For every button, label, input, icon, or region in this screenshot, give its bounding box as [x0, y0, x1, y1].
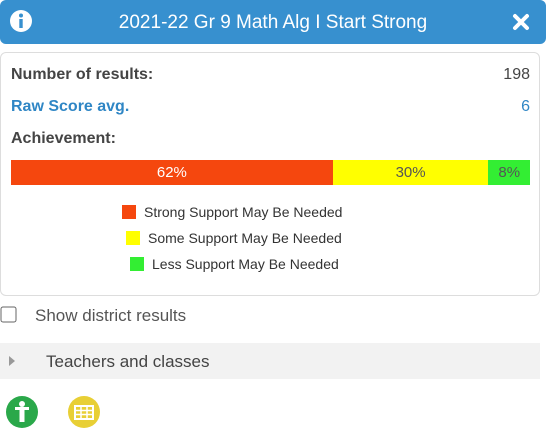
bar-segment: 30% — [332, 160, 489, 185]
achievement-bar: 62% 30% 8% — [11, 160, 530, 185]
legend-entry: Strong Support May Be Needed — [122, 204, 342, 230]
checkbox-label[interactable]: Show district results — [35, 306, 187, 325]
legend-label: Less Support May Be Needed — [152, 256, 339, 272]
legend-entry: Some Support May Be Needed — [126, 230, 342, 256]
legend-label: Some Support May Be Needed — [148, 230, 342, 246]
stat-value: 198 — [503, 66, 530, 83]
standards-button[interactable] — [6, 396, 38, 428]
legend-swatch — [130, 257, 144, 271]
legend-swatch — [126, 231, 140, 245]
legend: Strong Support May Be Needed Some Support… — [122, 204, 342, 282]
segment-label: 62% — [156, 164, 187, 181]
close-icon[interactable] — [512, 13, 530, 31]
section-row[interactable]: Teachers and classes — [0, 343, 540, 379]
legend-swatch — [122, 205, 136, 219]
achievement-label: Achievement: — [11, 130, 116, 147]
stat-value: 6 — [521, 98, 530, 115]
expand-icon — [9, 356, 15, 366]
segment-label: 30% — [395, 164, 426, 181]
title: 2021-22 Gr 9 Math Alg I Start Strong — [118, 12, 428, 33]
segment-label: 8% — [498, 164, 521, 181]
checkbox[interactable] — [0, 306, 18, 324]
bar-segment: 8% — [488, 160, 530, 185]
section-label: Teachers and classes — [46, 352, 210, 371]
bar-segment: 62% — [11, 160, 333, 185]
table-button[interactable] — [68, 396, 100, 428]
info-icon[interactable] — [8, 8, 34, 34]
action-icons — [6, 396, 100, 428]
stat-label[interactable]: Raw Score avg. — [11, 98, 130, 115]
legend-entry: Less Support May Be Needed — [130, 256, 342, 282]
stat-label: Number of results: — [11, 66, 154, 83]
legend-label: Strong Support May Be Needed — [144, 204, 343, 220]
summary-panel — [0, 52, 540, 296]
header: 2021-22 Gr 9 Math Alg I Start Strong — [0, 0, 546, 44]
